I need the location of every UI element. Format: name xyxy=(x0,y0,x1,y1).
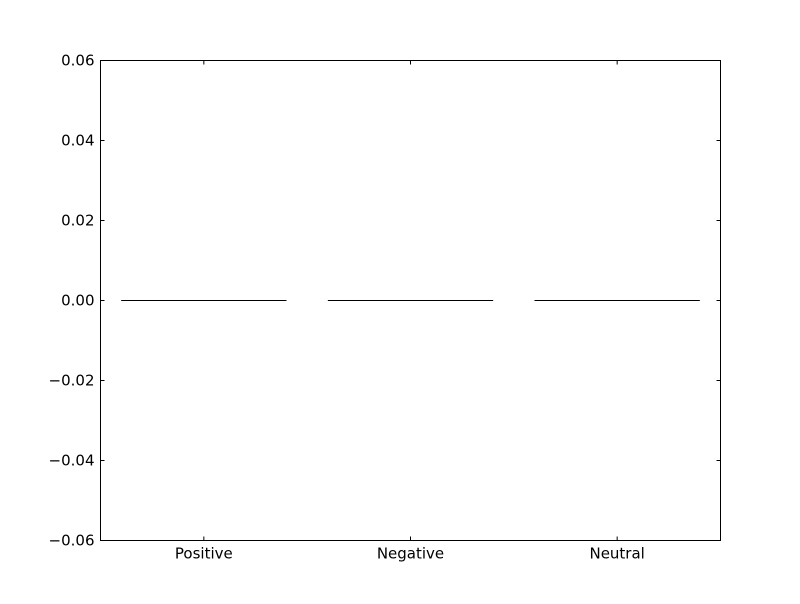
x-tick-label-positive: Positive xyxy=(175,545,233,563)
y-tick-label: 0.02 xyxy=(61,212,94,230)
ticks-layer: −0.06 −0.04 −0.02 0.00 0.02 0.04 0.06 Positive N… xyxy=(49,52,721,563)
y-tick-label: 0.00 xyxy=(61,292,94,310)
y-tick-label: 0.04 xyxy=(61,132,94,150)
y-tick-label: −0.04 xyxy=(49,452,95,470)
x-tick-label-neutral: Neutral xyxy=(589,545,644,563)
y-tick-label: 0.06 xyxy=(61,52,94,70)
plot-frame xyxy=(100,60,721,541)
y-tick-label: −0.02 xyxy=(49,372,95,390)
y-tick-label: −0.06 xyxy=(49,532,95,550)
x-tick-label-negative: Negative xyxy=(377,545,444,563)
